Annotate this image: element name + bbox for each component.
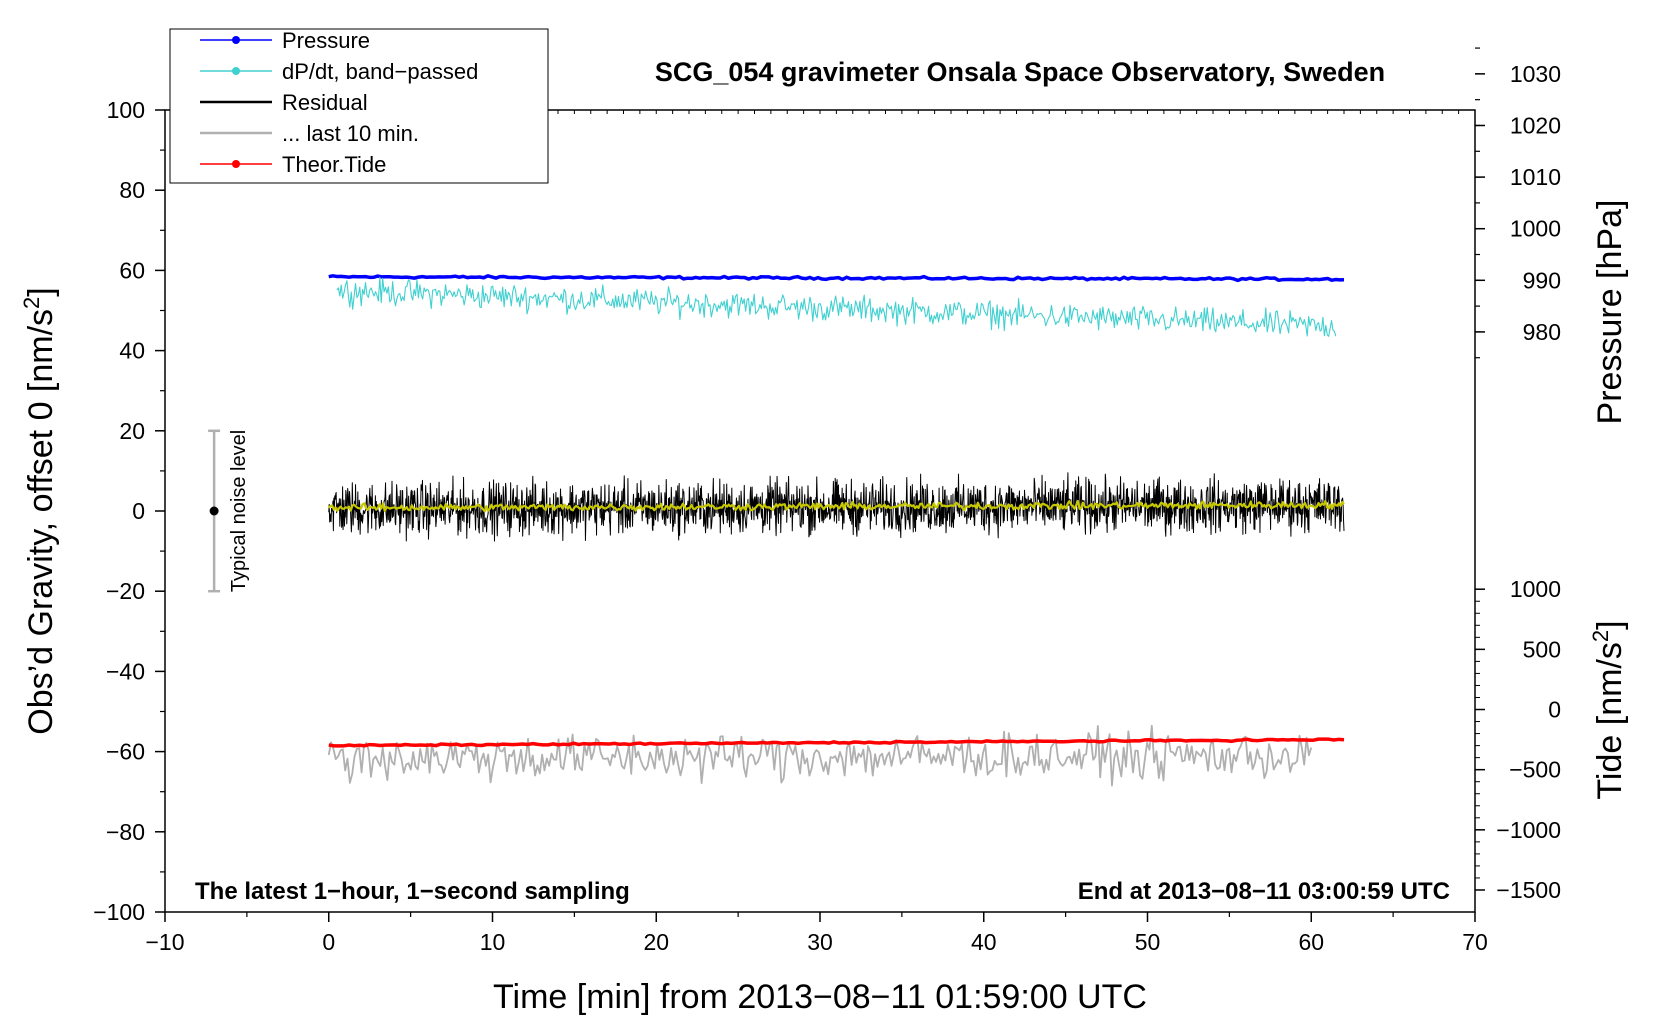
y-axis-ticks: 100 80 60 40 20 0 −20 −40 −60 −80 −100	[93, 97, 165, 925]
x-axis-label: Time [min] from 2013−08−11 01:59:00 UTC	[493, 978, 1147, 1016]
noise-bar-center-dot	[209, 506, 219, 516]
legend-label-residual: Residual	[282, 90, 368, 115]
y-axis-label-left: Obs’d Gravity, offset 0 [nm/s2]	[19, 287, 60, 734]
tide-tick-label: −1500	[1496, 877, 1561, 903]
y-tick-label: 80	[119, 177, 145, 203]
y-tick-label: −80	[106, 819, 145, 845]
pressure-tick-label: 990	[1523, 267, 1561, 293]
legend-label-dp-dt-band-passed: dP/dt, band−passed	[282, 59, 478, 84]
tide-tick-label: −1000	[1496, 817, 1561, 843]
pressure-tick-label: 1000	[1510, 216, 1561, 242]
tide-tick-label: −500	[1509, 757, 1561, 783]
chart-title: SCG_054 gravimeter Onsala Space Observat…	[655, 57, 1385, 87]
series-layer	[327, 274, 1345, 787]
y-tick-label: −20	[106, 578, 145, 604]
series-line-theor-tide	[328, 737, 1345, 748]
pressure-tick-label: 980	[1523, 319, 1561, 345]
tide-tick-label: 500	[1523, 636, 1561, 662]
legend-label-theor-tide: Theor.Tide	[282, 152, 386, 177]
series-line-pressure	[328, 274, 1345, 283]
legend: Pressure dP/dt, band−passed Residual ... la…	[169, 28, 549, 184]
y-tick-label: 40	[119, 338, 145, 364]
annotation-right: End at 2013−08−11 03:00:59 UTC	[1078, 878, 1450, 905]
x-tick-label: 20	[643, 929, 669, 955]
x-tick-label: 70	[1462, 929, 1488, 955]
annotation-left: The latest 1−hour, 1−second sampling	[195, 878, 630, 905]
y-axis-label-left-suffix: ]	[22, 287, 60, 296]
y-tick-label: 0	[132, 498, 145, 524]
legend-marker-pressure	[232, 36, 240, 44]
pressure-axis-ticks: 1030 1020 1010 1000 990 980	[1475, 47, 1561, 359]
x-axis-ticks: −10 0 10 20 30 40 50 60 70	[145, 110, 1488, 955]
legend-marker-theor-tide	[232, 160, 240, 168]
y-axis-label-tide: Tide [nm/s2]	[1588, 620, 1629, 799]
series-line-dp-dt-band-passed	[336, 276, 1337, 337]
legend-box	[169, 28, 549, 184]
y-axis-label-left-prefix: Obs’d Gravity, offset 0 [nm/s	[22, 309, 60, 735]
series-line-last-10-min	[327, 724, 1313, 787]
pressure-tick-label: 1030	[1510, 61, 1561, 87]
legend-marker-dp-dt-band-passed	[232, 67, 240, 75]
y-tick-label: 20	[119, 418, 145, 444]
x-tick-label: 0	[322, 929, 335, 955]
noise-bar-label: Typical noise level	[228, 430, 250, 592]
pressure-tick-label: 1010	[1510, 164, 1561, 190]
y-axis-label-tide-suffix: ]	[1591, 620, 1629, 629]
y-axis-label-pressure: Pressure [hPa]	[1591, 200, 1629, 425]
noise-bar-group: Typical noise level	[208, 429, 250, 593]
x-tick-label: 30	[807, 929, 833, 955]
y-tick-label: 100	[107, 97, 145, 123]
y-tick-label: −40	[106, 658, 145, 684]
x-tick-label: 40	[971, 929, 997, 955]
legend-label-last-10-min: ... last 10 min.	[282, 121, 419, 146]
legend-label-pressure: Pressure	[282, 28, 370, 53]
y-tick-label: −60	[106, 739, 145, 765]
tide-axis-ticks: 1000 500 0 −500 −1000 −1500	[1475, 576, 1561, 903]
series-line-residual-smoothed	[327, 499, 1345, 513]
y-tick-label: −100	[93, 899, 145, 925]
x-tick-label: 10	[480, 929, 506, 955]
y-axis-label-tide-sup: 2	[1588, 630, 1613, 642]
pressure-tick-label: 1020	[1510, 112, 1561, 138]
y-axis-label-left-sup: 2	[19, 297, 44, 309]
tide-tick-label: 1000	[1510, 576, 1561, 602]
x-tick-label: 60	[1298, 929, 1324, 955]
tide-tick-label: 0	[1548, 697, 1561, 723]
x-tick-label: 50	[1135, 929, 1161, 955]
y-axis-label-tide-prefix: Tide [nm/s	[1591, 642, 1629, 799]
y-tick-label: 60	[119, 257, 145, 283]
x-tick-label: −10	[145, 929, 184, 955]
